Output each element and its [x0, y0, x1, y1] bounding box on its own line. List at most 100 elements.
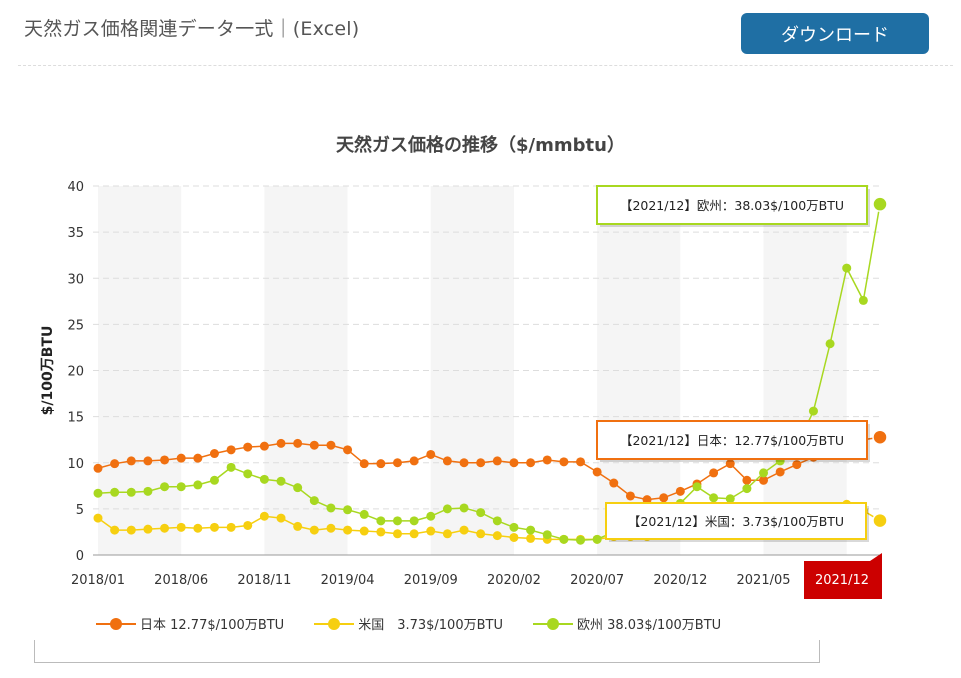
- x-tick-label: 2019/04: [321, 573, 375, 588]
- legend-item-japan[interactable]: 日本 12.77$/100万BTU: [96, 614, 284, 633]
- data-point-japan: [775, 467, 785, 477]
- data-point-japan: [659, 493, 669, 503]
- data-point-us: [509, 532, 519, 542]
- data-point-us: [476, 529, 486, 539]
- data-point-japan: [209, 449, 219, 459]
- data-point-europe: [592, 534, 602, 544]
- data-point-us: [276, 513, 286, 523]
- legend-label-us: 米国 3.73$/100万BTU: [358, 618, 503, 633]
- data-point-europe: [376, 516, 386, 526]
- data-point-japan: [326, 440, 336, 450]
- x-tick-label: 2020/07: [570, 573, 624, 588]
- data-point-japan: [725, 459, 735, 469]
- data-point-europe: [858, 295, 868, 305]
- data-point-us: [376, 527, 386, 537]
- data-point-japan: [709, 468, 719, 478]
- x-tick-label: 2018/01: [71, 573, 125, 588]
- data-point-europe: [842, 263, 852, 273]
- y-tick-label: 0: [76, 549, 84, 564]
- data-point-us: [226, 522, 236, 532]
- data-point-us: [209, 522, 219, 532]
- data-point-europe: [110, 487, 120, 497]
- x-tick-highlight-notch: [870, 553, 882, 561]
- data-point-europe: [259, 474, 269, 484]
- data-point-japan: [126, 456, 136, 466]
- data-point-europe: [343, 505, 353, 515]
- data-point-japan: [526, 458, 536, 468]
- data-point-japan: [176, 453, 186, 463]
- data-point-japan: [193, 453, 203, 463]
- data-point-japan: [409, 456, 419, 466]
- data-point-japan: [476, 458, 486, 468]
- data-point-japan: [276, 438, 286, 448]
- data-point-japan: [459, 458, 469, 468]
- data-point-us: [492, 531, 502, 541]
- data-point-japan: [309, 440, 319, 450]
- y-tick-label: 40: [67, 180, 84, 195]
- data-point-japan: [293, 438, 303, 448]
- data-point-europe: [176, 482, 186, 492]
- y-tick-label: 20: [67, 365, 84, 380]
- data-point-us: [126, 525, 136, 535]
- data-point-europe: [559, 534, 569, 544]
- data-point-japan: [442, 456, 452, 466]
- legend-item-europe[interactable]: 欧州 38.03$/100万BTU: [532, 614, 721, 633]
- data-point-us: [343, 525, 353, 535]
- data-point-us: [426, 526, 436, 536]
- data-point-japan: [226, 445, 236, 455]
- data-point-us: [160, 523, 170, 533]
- data-point-europe: [742, 484, 752, 494]
- data-point-europe: [160, 482, 170, 492]
- data-point-japan: [93, 463, 103, 473]
- data-point-us: [293, 521, 303, 531]
- data-point-japan: [609, 478, 619, 488]
- x-tick-label: 2021/12: [815, 573, 869, 588]
- data-point-japan: [243, 442, 253, 452]
- x-tick-label: 2019/09: [404, 573, 458, 588]
- data-point-europe: [709, 493, 719, 503]
- data-point-europe: [492, 516, 502, 526]
- tooltip-box-us: [605, 502, 867, 540]
- legend-swatch-japan: [96, 617, 136, 630]
- data-point-japan: [392, 458, 402, 468]
- data-point-europe: [542, 530, 552, 540]
- data-point-us: [243, 520, 253, 530]
- data-point-europe: [808, 406, 818, 416]
- legend-swatch-us: [314, 617, 355, 630]
- legend-item-us[interactable]: 米国 3.73$/100万BTU: [314, 614, 503, 633]
- download-button[interactable]: ダウンロード: [741, 13, 929, 54]
- data-point-japan: [542, 455, 552, 465]
- tooltip-box-europe: [596, 185, 868, 225]
- data-point-japan: [576, 457, 586, 467]
- data-point-us: [526, 533, 536, 543]
- data-point-japan: [343, 445, 353, 455]
- data-point-japan: [259, 441, 269, 451]
- data-point-europe: [442, 504, 452, 514]
- data-point-us: [93, 513, 103, 523]
- data-point-japan: [509, 458, 519, 468]
- y-tick-label: 25: [67, 318, 84, 333]
- data-point-europe: [725, 494, 735, 504]
- data-point-us: [442, 529, 452, 539]
- data-point-japan: [675, 486, 685, 496]
- data-point-us: [392, 529, 402, 539]
- legend-label-japan: 日本 12.77$/100万BTU: [140, 618, 285, 633]
- data-point-us: [176, 522, 186, 532]
- x-tick-label: 2018/06: [154, 573, 208, 588]
- data-point-europe: [759, 468, 769, 478]
- data-point-europe: [243, 469, 253, 479]
- data-point-europe: [392, 516, 402, 526]
- data-point-japan: [559, 457, 569, 467]
- data-point-japan: [642, 495, 652, 505]
- y-tick-label: 5: [76, 503, 84, 518]
- data-point-europe: [872, 196, 888, 212]
- tooltip-text-europe: 【2021/12】欧州：38.03$/100万BTU: [620, 198, 844, 213]
- data-point-japan: [792, 460, 802, 470]
- data-point-japan: [872, 429, 888, 445]
- data-point-japan: [426, 449, 436, 459]
- y-axis-label: $/100万BTU: [40, 326, 56, 416]
- legend-swatch-europe: [532, 617, 573, 630]
- data-point-japan: [160, 455, 170, 465]
- data-point-us: [359, 526, 369, 536]
- data-point-europe: [276, 476, 286, 486]
